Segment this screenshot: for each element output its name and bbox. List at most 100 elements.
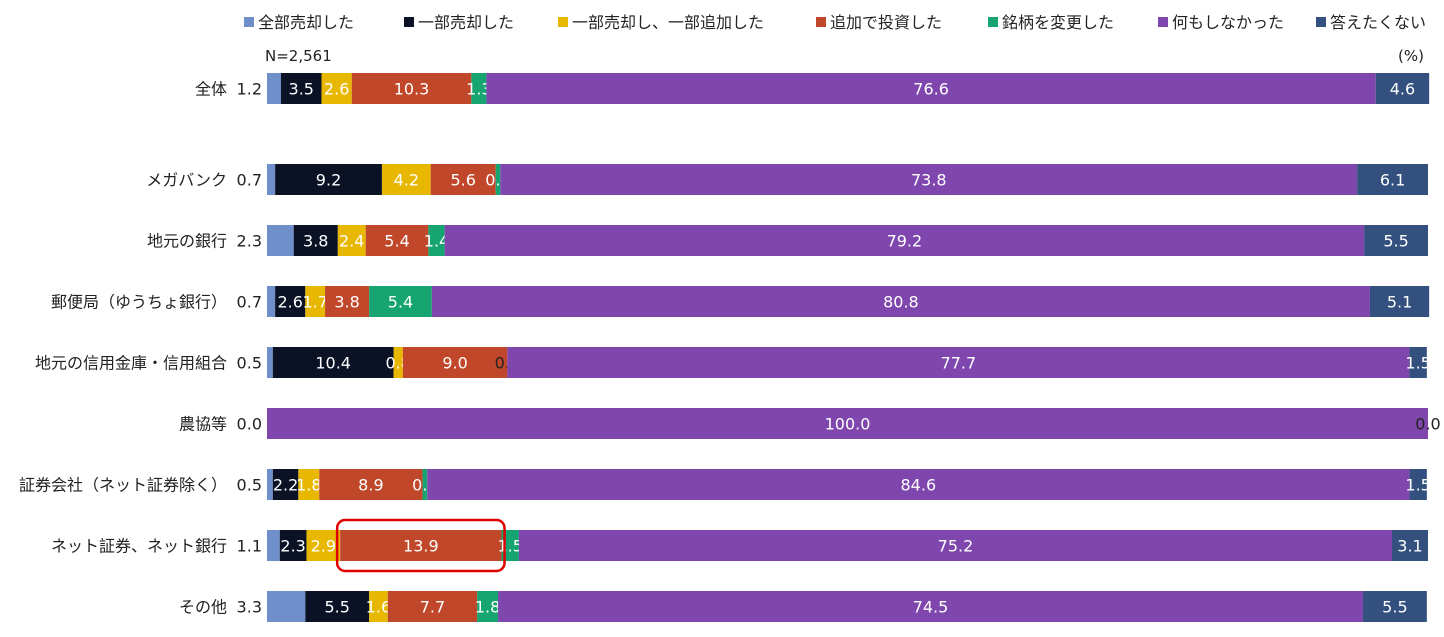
bar-segment: [337, 225, 366, 256]
bar-segment: [267, 408, 1428, 439]
bar-segment: [1357, 164, 1428, 195]
bar-segment: [507, 347, 1410, 378]
data-label: 1.6: [366, 598, 391, 617]
data-label: 0.7: [237, 293, 262, 312]
legend-swatch: [1158, 17, 1168, 27]
bar-segment: [393, 347, 403, 378]
data-label: 4.6: [1390, 80, 1415, 99]
bar-segment: [351, 73, 472, 104]
bar-segment: [321, 73, 352, 104]
data-label: 1.3: [466, 80, 491, 99]
legend-item: 一部売却し、一部追加した: [558, 13, 764, 32]
bar-segment: [431, 286, 1370, 317]
data-label: 0.7: [237, 171, 262, 190]
bar-segment: [267, 591, 306, 622]
legend-item: 一部売却した: [404, 13, 514, 32]
bar-row: 地元の銀行 2.3 3.8 2.4 5.4 1.4 79.2 5.5: [147, 225, 1428, 256]
bar-segment: [427, 469, 1410, 500]
data-label: 84.6: [901, 476, 937, 495]
data-label: 1.1: [237, 537, 262, 556]
data-label: 3.1: [1397, 537, 1422, 556]
bar-row: 農協等 0.0 100.0 0.0: [179, 408, 1441, 439]
data-label: 5.5: [1382, 598, 1407, 617]
bar-segment: [1392, 530, 1428, 561]
bar-segment: [477, 591, 499, 622]
bar-segment: [402, 347, 508, 378]
bar-segment: [501, 530, 519, 561]
bar-segment: [1362, 591, 1427, 622]
data-label: 1.4: [424, 232, 449, 251]
legend-item: 全部売却した: [244, 13, 354, 32]
legend-label: 一部売却した: [418, 13, 514, 32]
data-label: 4.2: [394, 171, 419, 190]
bar-segment: [422, 469, 428, 500]
data-label: 3.3: [237, 598, 262, 617]
legend: 全部売却した 一部売却した 一部売却し、一部追加した 追加で投資した 銘柄を変更した 何も…: [244, 13, 1426, 32]
bar-segment: [369, 286, 432, 317]
bar-segment: [267, 530, 280, 561]
bar-segment: [1369, 286, 1430, 317]
bar-row: 証券会社（ネット証券除く） 0.5 2.21.8 8.9 0.4 84.6 1.5: [19, 469, 1431, 500]
bar-segment: [275, 164, 382, 195]
data-label: 0.5: [237, 354, 262, 373]
bar-segment: [272, 469, 299, 500]
bar-segment: [272, 347, 394, 378]
data-label: 5.4: [384, 232, 409, 251]
category-label: メガバンク: [146, 171, 227, 190]
bar-segment: [430, 164, 496, 195]
legend-label: 何もしなかった: [1172, 13, 1284, 32]
bar-row: ネット証券、ネット銀行 1.1 2.3 2.9 13.9 1.5 75.2 3.1: [51, 518, 1428, 573]
category-label: ネット証券、ネット銀行: [51, 537, 227, 556]
bar-segment: [305, 591, 370, 622]
bar-segment: [1409, 469, 1427, 500]
bar-segment: [500, 164, 1358, 195]
bar-segment: [267, 286, 276, 317]
bar-segment: [340, 530, 502, 561]
bar-segment: [486, 73, 1376, 104]
legend-swatch: [558, 17, 568, 27]
bar-segment: [444, 225, 1365, 256]
bar-segment: [518, 530, 1393, 561]
data-label: 79.2: [887, 232, 923, 251]
chart-rows: 全体 1.2 3.5 2.6 10.3 1.3 76.6 4.6 メガバンク 0.7 9.2 4.2 5…: [19, 73, 1441, 622]
data-label: 74.5: [913, 598, 949, 617]
data-label: 1.5: [1405, 354, 1430, 373]
bar-segment: [267, 347, 273, 378]
data-label: 77.7: [941, 354, 977, 373]
legend-swatch: [988, 17, 998, 27]
data-label: 1.5: [1405, 476, 1430, 495]
data-label: 80.8: [883, 293, 919, 312]
category-label: 全体: [195, 80, 227, 99]
legend-label: 追加で投資した: [830, 13, 942, 32]
bar-segment: [267, 225, 294, 256]
data-label: 7.7: [420, 598, 445, 617]
data-label: 0.0: [237, 415, 262, 434]
category-label: 農協等: [179, 415, 227, 434]
data-label: 2.3: [280, 537, 305, 556]
data-label: 13.9: [403, 537, 439, 556]
legend-item: 何もしなかった: [1158, 13, 1284, 32]
data-label: 1.7: [302, 293, 327, 312]
category-label: その他: [179, 598, 227, 617]
data-label: 5.1: [1387, 293, 1412, 312]
data-label: 1.8: [296, 476, 321, 495]
sample-size-note: N=2,561: [265, 47, 332, 65]
bar-segment: [369, 591, 388, 622]
legend-item: 銘柄を変更した: [988, 13, 1114, 32]
data-label: 2.9: [311, 537, 336, 556]
data-label: 6.1: [1380, 171, 1405, 190]
bar-segment: [365, 225, 429, 256]
data-label: 100.0: [825, 415, 871, 434]
bar-segment: [428, 225, 445, 256]
data-label: 76.6: [913, 80, 949, 99]
bar-segment: [387, 591, 478, 622]
bar-segment: [267, 469, 273, 500]
data-label: 1.2: [237, 80, 262, 99]
bar-segment: [267, 164, 276, 195]
data-label: 2.6: [324, 80, 349, 99]
category-label: 地元の銀行: [147, 232, 227, 251]
legend-label: 全部売却した: [258, 13, 354, 32]
data-label: 0.5: [237, 476, 262, 495]
legend-swatch: [404, 17, 414, 27]
